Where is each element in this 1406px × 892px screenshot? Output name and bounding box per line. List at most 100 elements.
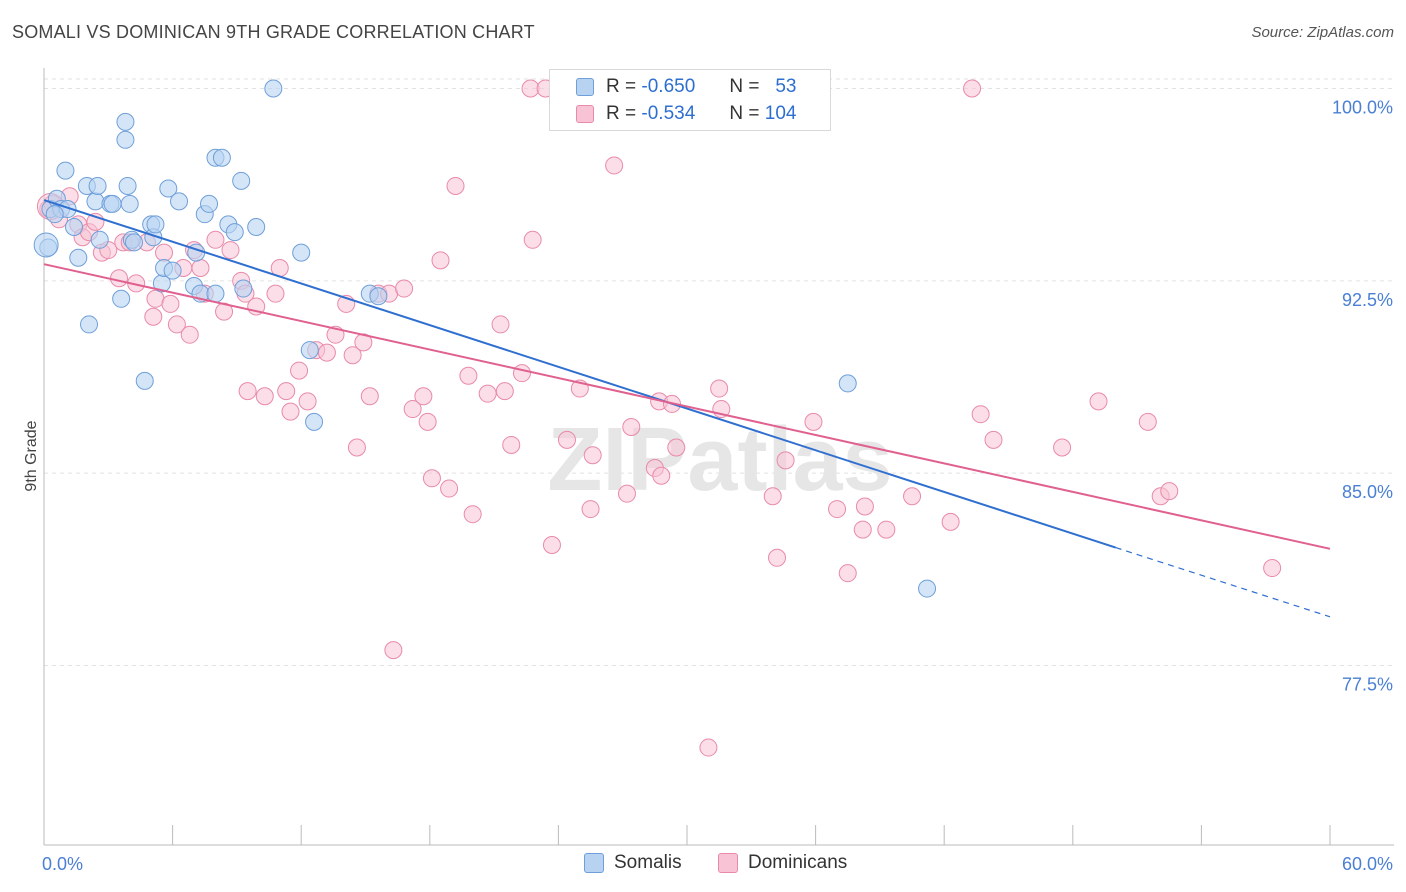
dominican-point [903,487,922,506]
dominican-point [776,451,795,470]
dominican-point [440,479,459,498]
dominican-point [446,176,465,195]
somali-trend-extension [1115,546,1331,618]
somali-point [247,217,266,236]
legend-item-somalis[interactable]: Somalis [584,852,682,874]
dominican-point [1263,559,1282,578]
somali-point [103,194,122,213]
dominican-point [422,469,441,488]
somali-point [120,194,139,213]
dominican-point [581,500,600,519]
x-tick-label: 60.0% [1342,854,1393,874]
somali-point [135,371,154,390]
dominican-point [495,382,514,401]
dominican-point [877,520,896,539]
dominican-point [502,435,521,454]
somali-point [88,176,107,195]
somali-point [234,279,253,298]
dominican-point [941,512,960,531]
dominican-point [855,497,874,516]
dominican-point [161,294,180,313]
somali-point [69,248,88,267]
legend-label-dominicans: Dominicans [748,852,848,873]
dominican-point [180,325,199,344]
dominican-point [521,79,540,98]
dominican-trend-line [43,263,1331,550]
dominican-point [343,346,362,365]
somali-point [232,171,251,190]
somali-point [292,243,311,262]
legend-item-dominicans[interactable]: Dominicans [718,852,847,874]
dominican-point [971,405,990,424]
somali-point [45,205,64,224]
dominican-point [617,484,636,503]
dominican-point [1089,392,1108,411]
legend-n-label: N = [729,76,760,97]
y-tick-label: 77.5% [1342,674,1393,694]
dominican-point [463,505,482,524]
somali-swatch [576,78,594,96]
somali-point [125,233,144,252]
dominican-point [290,361,309,380]
dominican-point [699,738,718,757]
somali-point [206,284,225,303]
dominican-point [110,269,129,288]
somali-point [33,232,59,258]
dominican-point [1160,482,1179,501]
dominican-point [403,400,422,419]
somali-point [225,223,244,242]
somali-point [116,130,135,149]
somali-point [918,579,937,598]
somali-point [146,215,165,234]
y-tick-label: 85.0% [1342,482,1393,502]
dominican-point [155,243,174,262]
dominican-point [828,500,847,519]
x-tick-label: 0.0% [42,854,83,874]
chart-title: SOMALI VS DOMINICAN 9TH GRADE CORRELATIO… [12,22,535,42]
dominican-swatch [576,105,594,123]
dominican-point [431,251,450,270]
somalis-swatch [584,853,604,873]
dominican-point [768,548,787,567]
somali-point [116,112,135,131]
dominican-point [146,289,165,308]
grid-lines [44,78,1394,666]
somali-point [90,230,109,249]
dominican-point [255,387,274,406]
somali-point [200,194,219,213]
series-legend: Somalis Dominicans [0,852,1406,878]
dominican-point [191,259,210,278]
dominicans-swatch [718,853,738,873]
y-axis-title: 9th Grade [23,420,40,491]
dominican-point [395,279,414,298]
somali-points [33,79,937,598]
dominican-point [298,392,317,411]
dominican-point [221,241,240,260]
somali-point [305,412,324,431]
dominican-point [317,343,336,362]
dominican-point [652,466,671,485]
somali-point [369,287,388,306]
somali-point [56,161,75,180]
correlation-legend: R = -0.650 N = 53 R = -0.534 N = 104 [549,69,831,131]
dominican-point [478,384,497,403]
somali-point [264,79,283,98]
dominican-point [266,284,285,303]
dominican-point [804,412,823,431]
dominican-point [277,382,296,401]
dominican-point [384,641,403,660]
legend-r-label: R = [606,103,637,124]
legend-r-value: -0.650 [641,76,696,97]
dominican-point [853,520,872,539]
dominican-point [557,430,576,449]
somali-point [86,192,105,211]
dominican-point [238,382,257,401]
chart-source: Source: ZipAtlas.com [1251,24,1394,41]
legend-row-dominican: R = -0.534 N = 104 [576,102,796,126]
dominican-point [206,230,225,249]
legend-n-label: N = [729,103,760,124]
dominican-point [542,535,561,554]
dominican-point [281,402,300,421]
legend-row-somali: R = -0.650 N = 53 [576,75,796,99]
legend-r-label: R = [606,76,637,97]
